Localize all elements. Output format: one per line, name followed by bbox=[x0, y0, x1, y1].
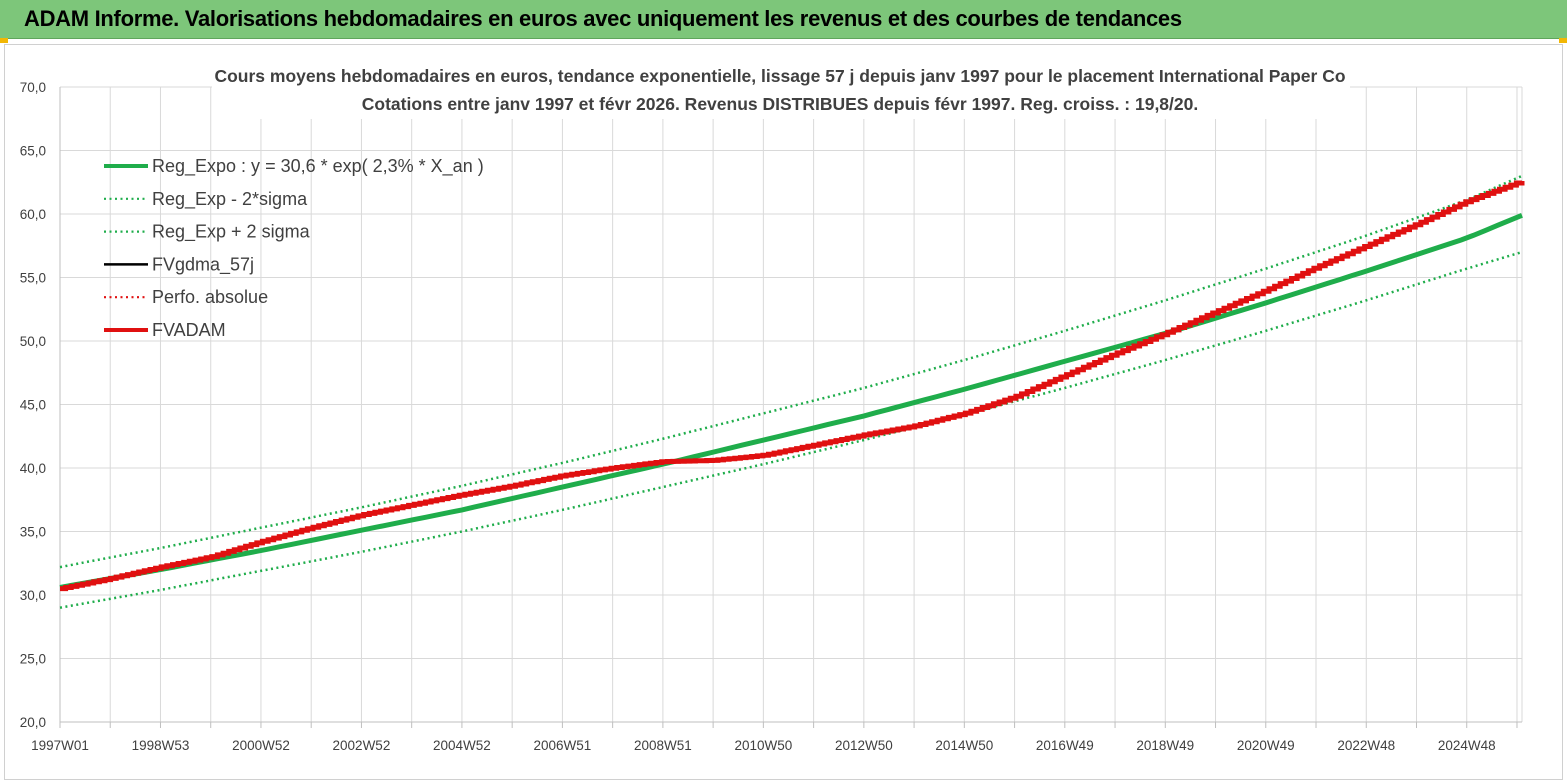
series-line-1 bbox=[59, 250, 1523, 609]
y-tick-label: 20,0 bbox=[20, 715, 46, 730]
x-tick-label: 1998W53 bbox=[132, 738, 190, 753]
series-line-0 bbox=[59, 212, 1523, 590]
y-axis: 20,0 25,0 30,0 35,0 40,0 45,0 50,0 55,0 60,0 65,0… bbox=[20, 80, 61, 730]
y-tick-label: 60,0 bbox=[20, 207, 46, 222]
y-tick-label: 25,0 bbox=[20, 652, 46, 667]
plot-area bbox=[59, 174, 1525, 609]
corner-marker bbox=[0, 38, 8, 43]
y-tick-label: 65,0 bbox=[20, 144, 46, 159]
report-banner: ADAM Informe. Valorisations hebdomadaire… bbox=[0, 0, 1567, 39]
x-tick-label: 2020W49 bbox=[1237, 738, 1295, 753]
x-tick-label: 1997W01 bbox=[31, 738, 89, 753]
y-tick-label: 70,0 bbox=[20, 80, 46, 95]
legend-entry: FVADAM bbox=[152, 320, 226, 340]
x-tick-label: 2024W48 bbox=[1438, 738, 1496, 753]
y-tick-label: 55,0 bbox=[20, 271, 46, 286]
y-tick-label: 35,0 bbox=[20, 525, 46, 540]
chart-frame bbox=[4, 44, 1563, 780]
x-tick-label: 2000W52 bbox=[232, 738, 290, 753]
corner-marker bbox=[1559, 38, 1567, 43]
legend-entry: Reg_Exp - 2*sigma bbox=[152, 189, 308, 210]
x-tick-label: 2014W50 bbox=[935, 738, 993, 753]
x-tick-label: 2004W52 bbox=[433, 738, 491, 753]
x-axis: 1997W01 1998W53 2000W52 2002W52 2004W52 2006W… bbox=[31, 721, 1522, 753]
chart-title: Cours moyens hebdomadaires en euros, ten… bbox=[214, 66, 1345, 86]
y-tick-label: 45,0 bbox=[20, 398, 46, 413]
legend-entry: Reg_Expo : y = 30,6 * exp( 2,3% * X_an ) bbox=[152, 156, 484, 177]
x-tick-label: 2012W50 bbox=[835, 738, 893, 753]
x-tick-label: 2018W49 bbox=[1136, 738, 1194, 753]
x-tick-label: 2016W49 bbox=[1036, 738, 1094, 753]
x-tick-label: 2022W48 bbox=[1337, 738, 1395, 753]
legend: Reg_Expo : y = 30,6 * exp( 2,3% * X_an )… bbox=[104, 156, 484, 340]
x-tick-label: 2002W52 bbox=[333, 738, 391, 753]
x-tick-label: 2006W51 bbox=[534, 738, 592, 753]
y-tick-label: 40,0 bbox=[20, 461, 46, 476]
legend-entry: Perfo. absolue bbox=[152, 287, 268, 307]
series-line-2 bbox=[59, 174, 1523, 569]
chart-subtitle: Cotations entre janv 1997 et févr 2026. … bbox=[362, 94, 1198, 114]
y-tick-label: 50,0 bbox=[20, 334, 46, 349]
series-line-5 bbox=[60, 180, 1525, 592]
x-tick-label: 2010W50 bbox=[734, 738, 792, 753]
title-background bbox=[212, 63, 1350, 119]
grid-lines bbox=[59, 86, 1523, 723]
x-tick-label: 2008W51 bbox=[634, 738, 692, 753]
report-title: ADAM Informe. Valorisations hebdomadaire… bbox=[24, 6, 1182, 31]
y-tick-label: 30,0 bbox=[20, 588, 46, 603]
legend-entry: Reg_Exp + 2 sigma bbox=[152, 222, 311, 243]
legend-entry: FVgdma_57j bbox=[152, 254, 254, 275]
